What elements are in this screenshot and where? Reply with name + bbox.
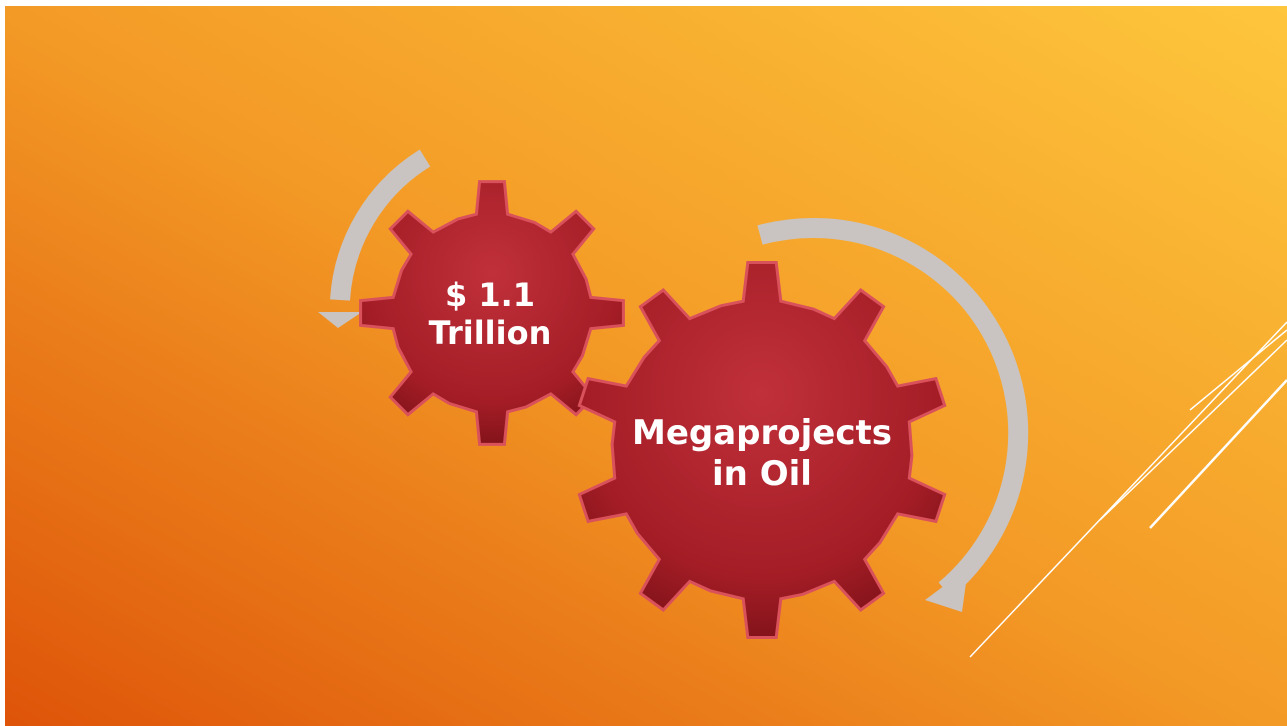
node-label: in Oil bbox=[712, 454, 812, 494]
page: $ 1.1 Trillion Megaprojects in Oil (() =… bbox=[0, 0, 1287, 726]
node-label: Megaprojects bbox=[632, 413, 892, 453]
slide: $ 1.1 Trillion Megaprojects in Oil bbox=[0, 0, 1287, 726]
node-label: Trillion bbox=[429, 314, 552, 352]
node-label: $ 1.1 bbox=[445, 276, 535, 314]
